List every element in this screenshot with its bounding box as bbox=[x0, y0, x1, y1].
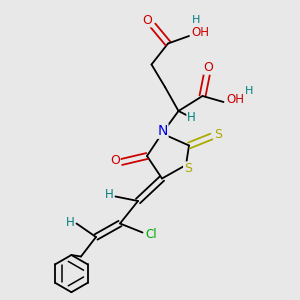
Text: N: N bbox=[158, 124, 168, 138]
Text: H: H bbox=[104, 188, 113, 202]
Text: H: H bbox=[187, 111, 196, 124]
Text: OH: OH bbox=[226, 92, 244, 106]
Text: H: H bbox=[65, 215, 74, 229]
Text: H: H bbox=[192, 15, 201, 26]
Text: S: S bbox=[214, 128, 222, 142]
Text: Cl: Cl bbox=[146, 227, 157, 241]
Text: O: O bbox=[110, 154, 120, 167]
Text: OH: OH bbox=[191, 26, 209, 40]
Text: S: S bbox=[184, 162, 192, 175]
Text: O: O bbox=[204, 61, 213, 74]
Text: H: H bbox=[245, 85, 253, 96]
Text: O: O bbox=[143, 14, 152, 27]
